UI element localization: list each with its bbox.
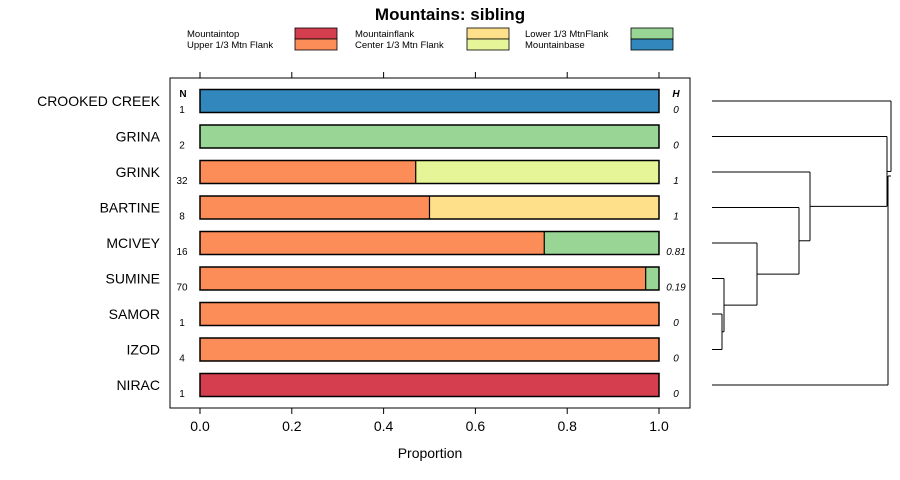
x-tick-label: 0.4 (374, 418, 394, 434)
category-label: GRINA (116, 129, 161, 145)
legend-label-lower-1-3-mtnflank: Lower 1/3 MtnFlank (525, 29, 609, 40)
h-value: 0 (673, 354, 679, 365)
legend-swatch-mountainbase (630, 38, 674, 51)
bar-segment-mcivey-lower-1-3-mtnflank (544, 231, 659, 255)
dendrogram (712, 100, 892, 386)
n-value: 16 (176, 247, 188, 258)
legend-label-mountainflank: Mountainflank (355, 29, 414, 40)
bar-outline-sumine (199, 266, 660, 291)
plot-frame (169, 77, 691, 409)
chart-title: Mountains: sibling (375, 5, 525, 24)
bar-outline-mcivey (199, 230, 660, 256)
legend-swatch-mountainflank (466, 27, 510, 40)
bar-segment-bartine-mountainflank (429, 196, 659, 219)
bar-outline-samor (199, 301, 660, 327)
legend-label-mountaintop: Mountaintop (187, 29, 239, 40)
h-value: 0.81 (666, 247, 685, 258)
bar-segment-samor-upper-1-3-mtn-flank (200, 302, 659, 326)
n-value: 2 (179, 141, 185, 152)
n-column-header: N (179, 89, 186, 100)
h-value: 1 (673, 212, 679, 223)
legend-swatch-center-1-3-mtn-flank (466, 38, 510, 51)
bar-segment-grink-center-1-3-mtn-flank (415, 160, 659, 184)
x-tick-label: 0.8 (557, 418, 577, 434)
category-label: MCIVEY (106, 235, 160, 251)
x-tick-label: 1.0 (649, 418, 669, 434)
bar-segment-sumine-lower-1-3-mtnflank (645, 267, 659, 290)
x-tick-label: 0.0 (190, 418, 210, 434)
n-value: 8 (179, 212, 185, 223)
x-tick-label: 0.6 (466, 418, 486, 434)
n-value: 70 (176, 283, 188, 294)
bar-segment-grink-upper-1-3-mtn-flank (200, 160, 416, 184)
bar-segment-nirac-mountaintop (200, 373, 659, 397)
legend-label-mountainbase: Mountainbase (525, 40, 585, 51)
bar-segment-grina-lower-1-3-mtnflank (200, 125, 659, 148)
x-axis-title: Proportion (398, 445, 463, 461)
bar-outline-nirac (199, 372, 660, 398)
legend-swatch-mountaintop (294, 27, 338, 40)
x-axis: 0.0 0.2 0.4 0.6 0.8 1.0 (190, 72, 669, 434)
legend-label-center-1-3-mtn-flank: Center 1/3 Mtn Flank (355, 40, 444, 51)
bar-outline-crooked-creek (199, 88, 660, 114)
h-value: 0 (673, 389, 679, 400)
bars-layer (199, 88, 660, 398)
bar-segment-mcivey-upper-1-3-mtn-flank (200, 231, 545, 255)
category-label: GRINK (116, 164, 161, 180)
bar-segment-bartine-upper-1-3-mtn-flank (200, 196, 430, 219)
h-labels: 0 0 1 1 0.81 0.19 0 0 0 (666, 105, 686, 400)
category-labels: CROOKED CREEK GRINA GRINK BARTINE MCIVEY SUMI… (37, 93, 161, 393)
h-value: 0.19 (666, 283, 686, 294)
bar-segment-sumine-upper-1-3-mtn-flank (200, 267, 646, 290)
h-value: 0 (673, 318, 679, 329)
h-value: 1 (673, 176, 679, 187)
category-label: SUMINE (106, 271, 160, 287)
bar-outline-bartine (199, 195, 660, 220)
bar-outline-izod (199, 337, 660, 362)
legend-swatch-upper-1-3-mtn-flank (294, 38, 338, 51)
category-label: SAMOR (109, 306, 160, 322)
h-value: 0 (673, 105, 679, 116)
n-value: 32 (176, 176, 188, 187)
category-label: BARTINE (100, 200, 160, 216)
h-column-header: H (672, 89, 680, 100)
x-tick-label: 0.2 (282, 418, 302, 434)
bar-outline-grink (199, 159, 660, 185)
legend-label-upper-1-3-mtn-flank: Upper 1/3 Mtn Flank (187, 40, 273, 51)
category-label: CROOKED CREEK (37, 93, 161, 109)
n-value: 1 (179, 105, 185, 116)
legend-swatch-lower-1-3-mtnflank (630, 27, 674, 40)
bar-segment-crooked-creek-mountainbase (200, 89, 659, 113)
category-label: IZOD (127, 342, 160, 358)
bar-segment-izod-upper-1-3-mtn-flank (200, 338, 659, 361)
bar-outline-grina (199, 124, 660, 149)
n-labels: 1 2 32 8 16 70 1 4 1 (176, 105, 188, 400)
h-value: 0 (673, 141, 679, 152)
n-value: 4 (179, 354, 185, 365)
n-value: 1 (179, 318, 185, 329)
category-label: NIRAC (116, 377, 160, 393)
n-value: 1 (179, 389, 185, 400)
